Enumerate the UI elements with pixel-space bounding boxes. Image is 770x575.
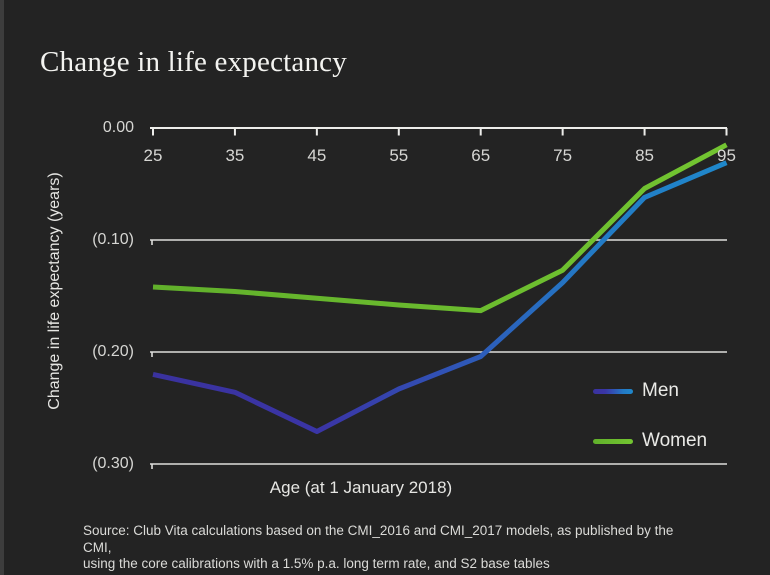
source-note: Source: Club Vita calculations based on …: [83, 523, 703, 573]
x-axis-line: [150, 127, 728, 136]
x-tick-label: 85: [635, 146, 655, 165]
y-tick-label: 0.00: [102, 119, 134, 136]
x-tick-label: 45: [307, 146, 327, 165]
x-tick-label: 75: [553, 146, 573, 165]
gridline: [150, 239, 727, 245]
x-tick-label: 55: [389, 146, 409, 165]
x-tick-label: 95: [717, 146, 736, 165]
x-axis-title: Age (at 1 January 2018): [269, 478, 453, 497]
x-tick-label: 25: [143, 146, 163, 165]
source-line-1: Source: Club Vita calculations based on …: [83, 523, 674, 555]
left-edge-strip: [0, 0, 4, 575]
x-tick-label: 65: [471, 146, 491, 165]
y-tick-label: (0.30): [92, 455, 134, 472]
x-tick-label: 35: [225, 146, 245, 165]
y-tick-label: (0.10): [92, 231, 134, 248]
source-line-2: using the core calibrations with a 1.5% …: [83, 556, 550, 571]
men-line: [152, 160, 728, 434]
chart-title: Change in life expectancy: [40, 46, 347, 79]
gridline: [150, 463, 727, 469]
women-line: [152, 142, 728, 314]
gridline: [150, 351, 727, 357]
y-tick-label: (0.20): [92, 343, 134, 360]
